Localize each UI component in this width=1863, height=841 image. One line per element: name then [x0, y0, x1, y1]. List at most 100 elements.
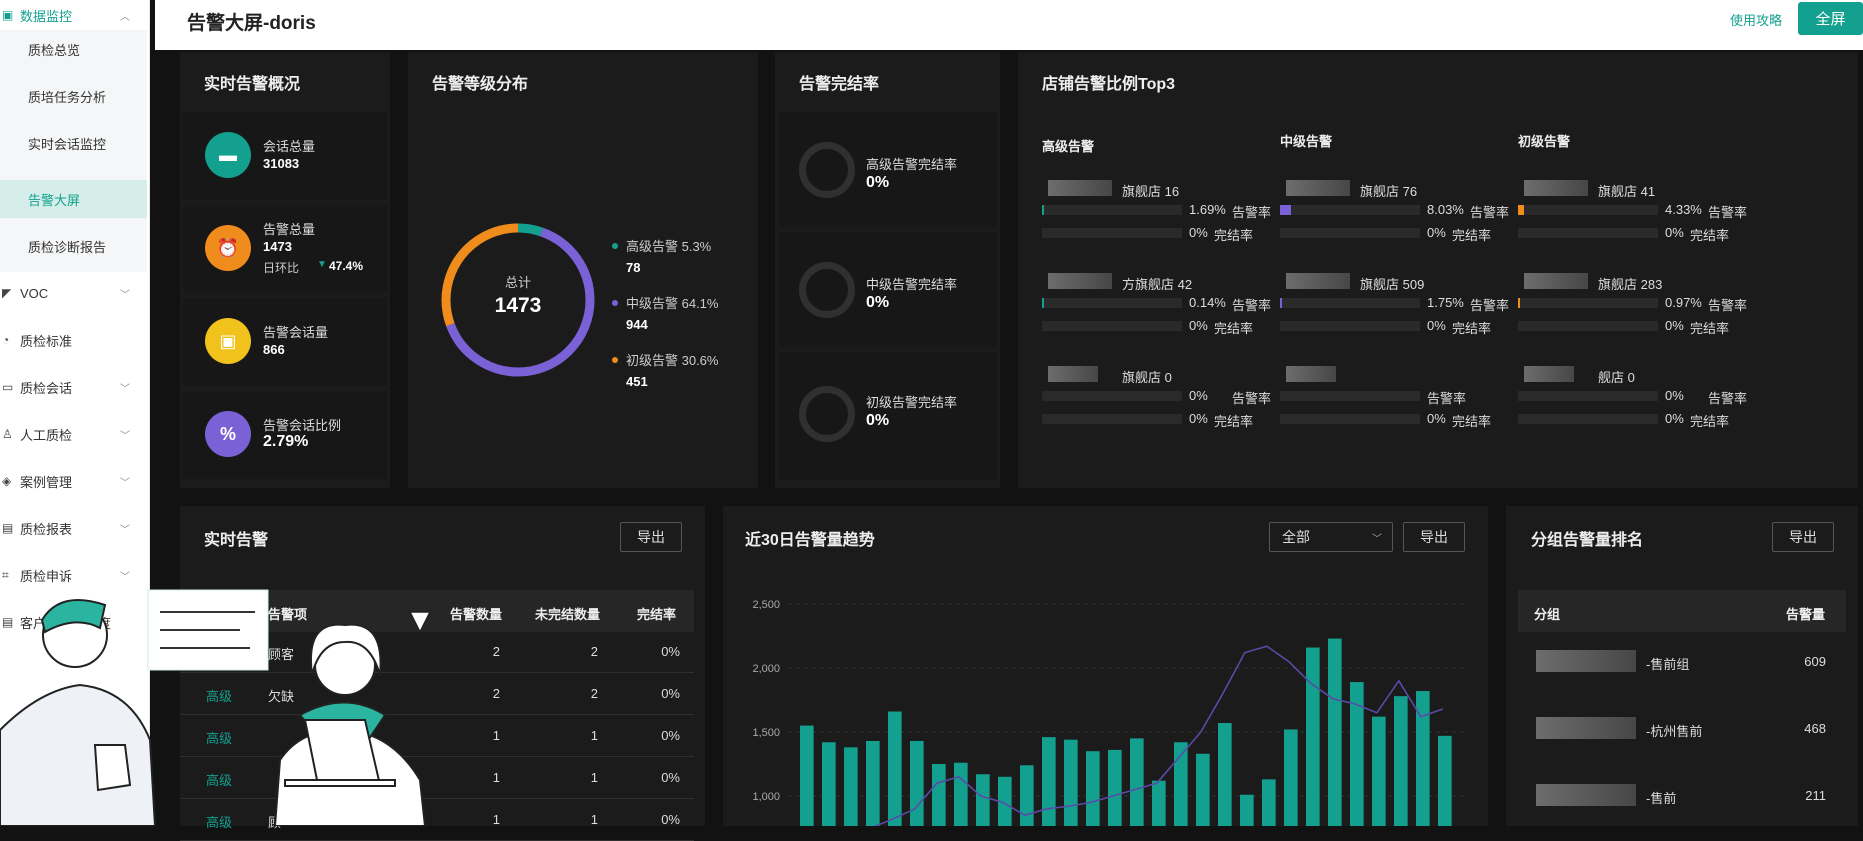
sidebar-item-standard[interactable]: ◔ 质检标准	[0, 325, 150, 355]
completion-card-mid: 中级告警完结率 0%	[779, 232, 997, 347]
alert-rate: 0%	[661, 812, 680, 827]
done-rate-bar-bg	[1042, 321, 1182, 331]
overview-title: 实时告警概况	[204, 76, 301, 93]
alert-rate: 0.14%	[1189, 295, 1226, 310]
alert-rate: 4.33%	[1665, 202, 1702, 217]
chevron-up-icon: ︿	[120, 11, 130, 23]
trend-range-select[interactable]: 全部 ﹀	[1269, 522, 1393, 552]
completion-value: 0%	[866, 294, 890, 311]
sidebar-item-label: 案例管理	[20, 474, 73, 490]
kpi-card-alerts: ⏰ 告警总量 1473 日环比 ▼ 47.4%	[183, 205, 387, 293]
alert-item: 顾客	[268, 647, 295, 662]
alert-level: 高级	[206, 689, 233, 704]
sidebar-item-voc[interactable]: ◤ VOC ﹀	[0, 278, 150, 308]
percent-icon: %	[205, 411, 251, 457]
alert-rate: 0%	[661, 644, 680, 659]
realtime-export-button[interactable]: 导出	[620, 522, 682, 552]
alert-rate-suffix: 告警率	[1708, 391, 1748, 406]
shop-name-mask	[1048, 366, 1098, 382]
sidebar-item-diagnosis-report[interactable]: 质检诊断报告	[0, 227, 147, 265]
alert-rate-bar-bg	[1042, 298, 1182, 308]
sidebar-item-label: 实时会话监控	[28, 136, 107, 152]
trend-bar	[1086, 751, 1100, 826]
col-header: 分组	[1534, 607, 1561, 622]
legend-label: 中级告警 64.1%	[626, 296, 719, 311]
kpi-label: 告警会话比例	[263, 418, 342, 433]
trend-bar	[910, 740, 924, 826]
alert-rate-suffix: 告警率	[1708, 298, 1748, 313]
trend-bar	[1416, 691, 1430, 826]
ranking-export-button[interactable]: 导出	[1772, 522, 1834, 552]
kpi-value: 2.79%	[263, 433, 309, 450]
trend-bar	[1372, 716, 1386, 826]
alert-rate-bar-bg	[1280, 298, 1420, 308]
alert-rate: 0%	[661, 728, 680, 743]
sidebar-item-manual-check[interactable]: ♙ 人工质检 ﹀	[0, 419, 150, 449]
sidebar-item-appeal[interactable]: ⌗ 质检申诉 ﹀	[0, 560, 150, 590]
sidebar-item-realtime-monitor[interactable]: 实时会话监控	[0, 124, 147, 162]
shop-column-title: 初级告警	[1518, 134, 1571, 149]
trend-bar	[1042, 737, 1056, 826]
done-rate-suffix: 完结率	[1690, 228, 1730, 243]
group-name-mask	[1536, 650, 1636, 672]
group-name-mask	[1536, 784, 1636, 806]
alert-rate: 0%	[1665, 388, 1684, 403]
alert-rate-bar-bg	[1042, 205, 1182, 215]
done-rate-suffix: 完结率	[1214, 321, 1254, 336]
session-icon: ▭	[2, 380, 14, 394]
sidebar-item-reports[interactable]: ▤ 质检报表 ﹀	[0, 513, 150, 543]
alert-rate-suffix: 告警率	[1470, 205, 1510, 220]
col-header: 告警项	[268, 607, 308, 622]
y-tick-label: 2,000	[752, 663, 780, 675]
alert-count: 1	[492, 728, 500, 743]
sidebar-group-data-monitor[interactable]: ▣ 数据监控 ︿	[0, 0, 150, 30]
alert-rate-bar-bg	[1280, 205, 1420, 215]
group-name: -售前	[1646, 791, 1677, 806]
sidebar-item-label: 告警大屏	[28, 192, 81, 208]
group-name: -杭州售前	[1646, 724, 1703, 739]
completion-label: 中级告警完结率	[866, 277, 958, 292]
done-rate: 0%	[1665, 225, 1684, 240]
realtime-title: 实时告警	[204, 532, 269, 549]
sidebar-item-cases[interactable]: ◈ 案例管理 ﹀	[0, 466, 150, 496]
shop-name: 旗舰店 283	[1598, 277, 1663, 292]
trend-bar	[866, 740, 880, 826]
done-rate-bar-bg	[1042, 228, 1182, 238]
alert-rate-bar-fill	[1042, 298, 1044, 308]
shop-name: 旗舰店 16	[1122, 184, 1180, 199]
satisfaction-icon: ▤	[2, 615, 14, 629]
completion-ring	[799, 386, 855, 442]
page-header: 告警大屏-doris 使用攻略 全屏	[155, 0, 1863, 50]
trend-bar	[1438, 735, 1452, 826]
trend-export-button[interactable]: 导出	[1403, 522, 1465, 552]
standard-icon: ◔	[2, 333, 10, 347]
done-rate-bar-bg	[1280, 414, 1420, 424]
trend-bar	[976, 774, 990, 826]
select-value: 全部	[1282, 529, 1310, 545]
trend-bar	[1130, 738, 1144, 826]
trend-chart: 2,500 2,000 1,500 1,000	[752, 599, 1468, 826]
onboarding-illustration	[0, 589, 430, 826]
sidebar-item-task-analysis[interactable]: 质培任务分析	[0, 77, 147, 115]
completion-title: 告警完结率	[799, 76, 880, 93]
ranking-title: 分组告警量排名	[1531, 532, 1644, 549]
completion-card-high: 高级告警完结率 0%	[779, 112, 997, 227]
col-header: 告警量	[1786, 607, 1826, 622]
sidebar-item-alert-screen[interactable]: 告警大屏	[0, 180, 147, 218]
sidebar-item-sessions[interactable]: ▭ 质检会话 ﹀	[0, 372, 150, 402]
kpi-card-alert-ratio: % 告警会话比例 2.79%	[183, 391, 387, 479]
sidebar-item-overview[interactable]: 质检总览	[0, 30, 147, 68]
monitor-icon: ▣	[2, 8, 14, 22]
trend-panel: 近30日告警量趋势 全部 ﹀ 导出 2,500 2,000 1,500 1,000	[723, 506, 1488, 826]
sidebar-item-label: 质检标准	[20, 333, 73, 349]
done-rate: 0%	[1665, 411, 1684, 426]
col-header: 未完结数量	[535, 607, 601, 622]
ranking-table-header	[1518, 590, 1846, 632]
fullscreen-button[interactable]: 全屏	[1798, 2, 1863, 35]
alert-rate: 0%	[661, 686, 680, 701]
trend-bar	[1262, 779, 1276, 826]
trend-bar	[1064, 739, 1078, 826]
kpi-label: 告警总量	[263, 222, 316, 237]
guide-link[interactable]: 使用攻略	[1730, 13, 1783, 28]
group-value: 211	[1805, 788, 1826, 803]
